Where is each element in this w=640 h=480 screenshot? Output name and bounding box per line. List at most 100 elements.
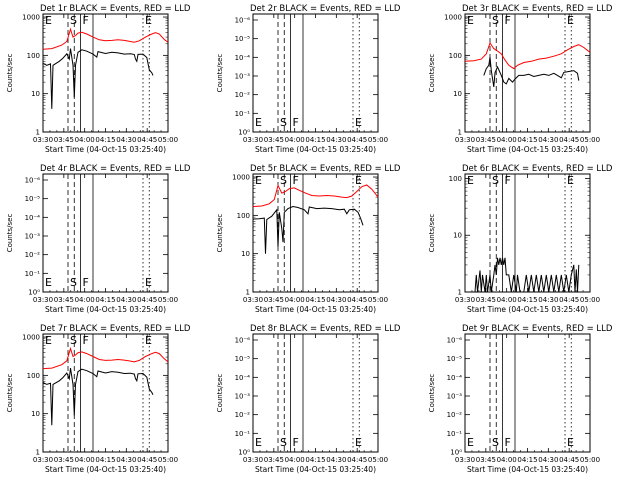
y-tick-label: 10⁻² bbox=[25, 251, 41, 259]
y-axis-label: Counts/sec bbox=[6, 54, 14, 93]
panel-title: Det 8r BLACK = Events, RED = LLD bbox=[250, 324, 401, 334]
detector-panel-9: Det 9r BLACK = Events, RED = LLD Counts/s… bbox=[428, 324, 613, 474]
x-tick-label: 04:15 bbox=[517, 456, 537, 464]
x-tick-label: 04:45 bbox=[559, 296, 579, 304]
y-tick-label: 10⁰ bbox=[450, 449, 462, 457]
marker-label-e: E bbox=[45, 276, 52, 289]
x-tick-label: 04:30 bbox=[326, 136, 346, 144]
x-tick-label: 03:30 bbox=[243, 296, 263, 304]
x-tick-label: 03:30 bbox=[455, 136, 475, 144]
y-tick-label: 1000 bbox=[444, 14, 462, 22]
x-tick-label: 04:45 bbox=[347, 136, 367, 144]
x-tick-label: 04:30 bbox=[538, 296, 558, 304]
x-tick-label: 04:15 bbox=[305, 136, 325, 144]
marker-label-e: E bbox=[255, 174, 262, 187]
x-tick-label: 05:00 bbox=[368, 136, 388, 144]
marker-label-e: E bbox=[45, 14, 52, 27]
y-tick-label: 10 bbox=[453, 90, 462, 98]
x-axis-label: Start Time (04-Oct-15 03:25:40) bbox=[45, 145, 166, 154]
y-tick-label: 10⁻⁶ bbox=[25, 177, 41, 185]
panel-title: Det 2r BLACK = Events, RED = LLD bbox=[250, 4, 401, 14]
x-tick-label: 03:30 bbox=[33, 456, 53, 464]
y-tick-label: 10⁰ bbox=[238, 449, 250, 457]
y-tick-label: 10⁻³ bbox=[447, 393, 463, 401]
detector-panel-2: Det 2r BLACK = Events, RED = LLD Counts/s… bbox=[216, 4, 401, 154]
x-tick-label: 04:45 bbox=[559, 136, 579, 144]
x-tick-label: 04:15 bbox=[517, 136, 537, 144]
y-tick-label: 100 bbox=[237, 212, 250, 220]
detector-panel-7: Det 7r BLACK = Events, RED = LLD Counts/s… bbox=[6, 324, 191, 474]
marker-label-e: E bbox=[355, 116, 362, 129]
y-axis-label: Counts/sec bbox=[428, 54, 436, 93]
y-tick-label: 100 bbox=[449, 175, 462, 183]
y-tick-label: 1000 bbox=[22, 334, 40, 342]
marker-label-s: S bbox=[492, 436, 499, 449]
y-axis-label: Counts/sec bbox=[216, 54, 224, 93]
y-tick-label: 100 bbox=[27, 52, 40, 60]
y-tick-label: 10⁻¹ bbox=[235, 430, 251, 438]
y-tick-label: 10⁻⁵ bbox=[235, 35, 251, 43]
detector-panel-4: Det 4r BLACK = Events, RED = LLD Counts/s… bbox=[6, 164, 191, 314]
x-tick-label: 04:30 bbox=[116, 456, 136, 464]
x-tick-label: 03:45 bbox=[476, 136, 496, 144]
x-tick-label: 05:00 bbox=[580, 136, 600, 144]
x-tick-label: 04:15 bbox=[305, 456, 325, 464]
x-tick-label: 04:15 bbox=[95, 456, 115, 464]
y-axis-label: Counts/sec bbox=[216, 374, 224, 413]
marker-label-s: S bbox=[70, 276, 77, 289]
events-series-line bbox=[474, 257, 580, 293]
y-tick-label: 10⁻³ bbox=[235, 393, 251, 401]
y-tick-label: 10⁻⁴ bbox=[447, 374, 463, 382]
y-tick-label: 10⁻⁴ bbox=[25, 214, 41, 222]
x-tick-label: 04:00 bbox=[497, 296, 517, 304]
x-tick-label: 04:15 bbox=[305, 296, 325, 304]
detector-panel-1: Det 1r BLACK = Events, RED = LLD Counts/s… bbox=[6, 4, 191, 154]
marker-label-e: E bbox=[255, 116, 262, 129]
marker-label-f: F bbox=[505, 14, 511, 27]
detector-panel-6: Det 6r BLACK = Events, RED = LLD Counts/s… bbox=[428, 164, 613, 314]
x-tick-label: 04:45 bbox=[347, 456, 367, 464]
x-tick-label: 04:30 bbox=[326, 296, 346, 304]
x-tick-label: 05:00 bbox=[580, 456, 600, 464]
marker-label-e: E bbox=[255, 436, 262, 449]
x-tick-label: 03:45 bbox=[264, 456, 284, 464]
x-tick-label: 04:30 bbox=[116, 296, 136, 304]
marker-label-f: F bbox=[293, 174, 299, 187]
x-tick-label: 03:45 bbox=[54, 296, 74, 304]
marker-label-f: F bbox=[505, 436, 511, 449]
marker-label-f: F bbox=[505, 174, 511, 187]
y-axis-label: Counts/sec bbox=[428, 374, 436, 413]
x-tick-label: 04:45 bbox=[347, 296, 367, 304]
x-tick-label: 03:45 bbox=[476, 456, 496, 464]
marker-label-s: S bbox=[280, 174, 287, 187]
x-tick-label: 03:45 bbox=[54, 456, 74, 464]
x-tick-label: 04:45 bbox=[137, 456, 157, 464]
x-axis-label: Start Time (04-Oct-15 03:25:40) bbox=[467, 145, 588, 154]
y-tick-label: 1 bbox=[36, 129, 40, 137]
x-tick-label: 04:00 bbox=[285, 296, 305, 304]
marker-label-e: E bbox=[145, 276, 152, 289]
x-tick-label: 04:30 bbox=[116, 136, 136, 144]
marker-label-f: F bbox=[83, 334, 89, 347]
x-tick-label: 05:00 bbox=[580, 296, 600, 304]
y-tick-label: 10⁻² bbox=[235, 91, 251, 99]
x-tick-label: 04:30 bbox=[538, 456, 558, 464]
marker-label-s: S bbox=[280, 116, 287, 129]
y-tick-label: 100 bbox=[27, 372, 40, 380]
y-axis-label: Counts/sec bbox=[6, 214, 14, 253]
x-axis-label: Start Time (04-Oct-15 03:25:40) bbox=[45, 465, 166, 474]
y-tick-label: 10⁻⁶ bbox=[447, 337, 463, 345]
panel-title: Det 4r BLACK = Events, RED = LLD bbox=[40, 164, 191, 174]
x-tick-label: 03:30 bbox=[243, 136, 263, 144]
marker-label-e: E bbox=[145, 14, 152, 27]
y-tick-label: 10⁻³ bbox=[235, 73, 251, 81]
events-series-line bbox=[483, 57, 580, 87]
x-tick-label: 03:30 bbox=[455, 456, 475, 464]
y-tick-label: 10⁻² bbox=[235, 411, 251, 419]
x-tick-label: 04:45 bbox=[137, 136, 157, 144]
y-axis-label: Counts/sec bbox=[428, 214, 436, 253]
x-tick-label: 04:45 bbox=[137, 296, 157, 304]
marker-label-s: S bbox=[492, 174, 499, 187]
marker-label-s: S bbox=[492, 14, 499, 27]
y-tick-label: 10 bbox=[453, 232, 462, 240]
